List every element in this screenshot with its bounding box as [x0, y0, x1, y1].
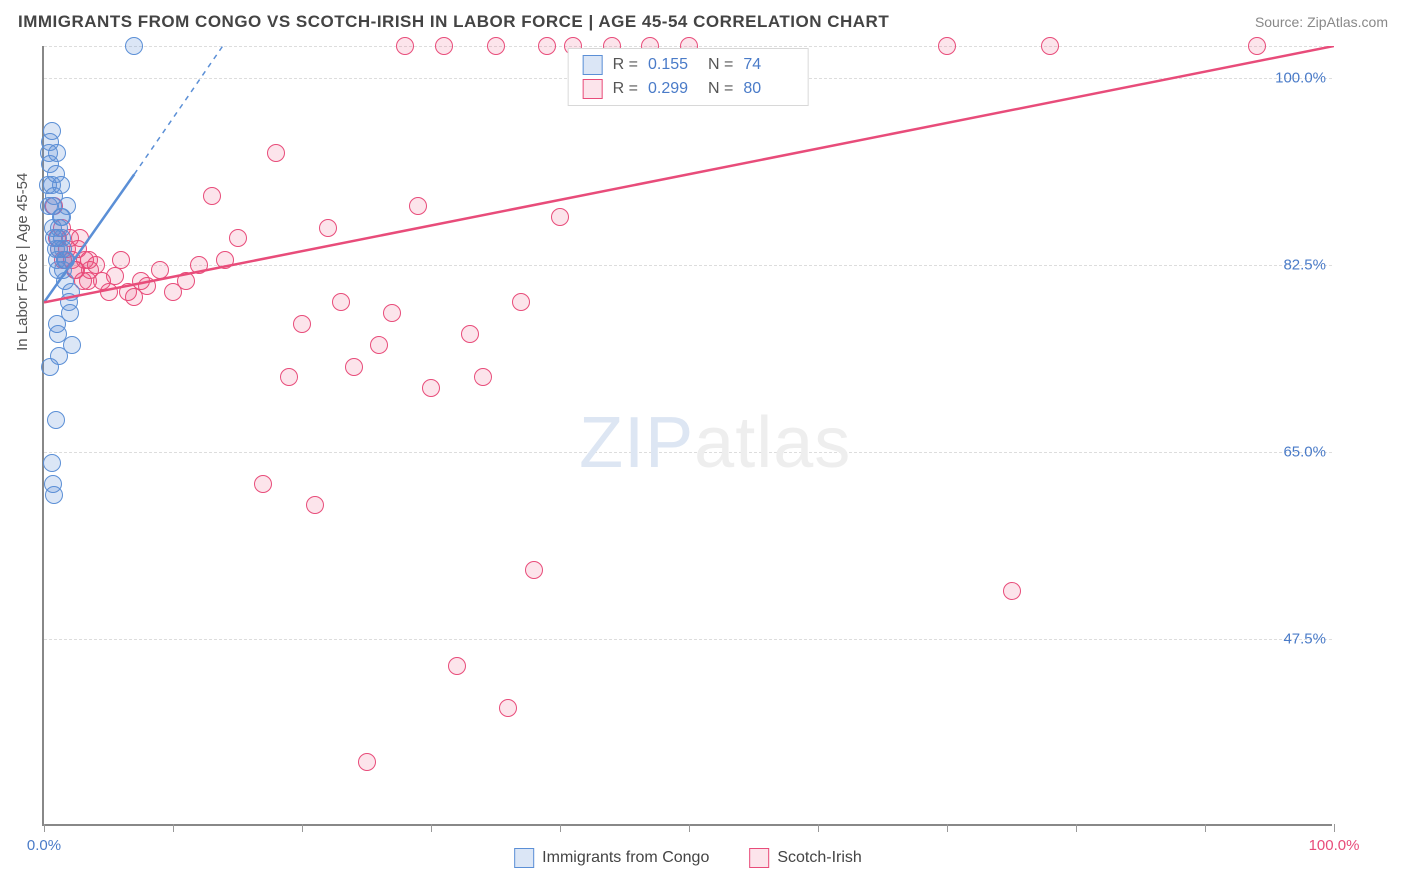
scatter-point-series2	[474, 368, 492, 386]
x-tick	[44, 824, 45, 832]
legend-item: Immigrants from Congo	[514, 848, 709, 868]
scatter-point-series1	[43, 454, 61, 472]
scatter-point-series2	[551, 208, 569, 226]
x-tick	[1205, 824, 1206, 832]
scatter-point-series2	[216, 251, 234, 269]
x-tick	[1076, 824, 1077, 832]
scatter-point-series2	[525, 561, 543, 579]
scatter-points	[44, 46, 1332, 824]
scatter-point-series2	[499, 699, 517, 717]
scatter-point-series2	[106, 267, 124, 285]
scatter-point-series1	[45, 486, 63, 504]
scatter-point-series2	[358, 753, 376, 771]
scatter-point-series2	[383, 304, 401, 322]
scatter-point-series1	[47, 411, 65, 429]
scatter-point-series2	[938, 37, 956, 55]
scatter-point-series2	[409, 197, 427, 215]
legend-swatch	[583, 79, 603, 99]
stat-n-value: 80	[743, 80, 793, 98]
stat-n-label: N =	[708, 80, 733, 98]
plot-area: ZIPatlas 47.5%65.0%82.5%100.0% 0.0%100.0…	[42, 46, 1332, 826]
stat-r-value: 0.299	[648, 80, 698, 98]
scatter-point-series2	[71, 229, 89, 247]
stat-r-value: 0.155	[648, 56, 698, 74]
scatter-point-series2	[422, 379, 440, 397]
x-tick	[818, 824, 819, 832]
scatter-point-series2	[254, 475, 272, 493]
x-tick	[1334, 824, 1335, 832]
series-legend: Immigrants from Congo Scotch-Irish	[514, 848, 862, 868]
scatter-point-series2	[138, 277, 156, 295]
legend-label: Immigrants from Congo	[542, 849, 709, 867]
scatter-point-series2	[345, 358, 363, 376]
scatter-point-series2	[1041, 37, 1059, 55]
scatter-point-series1	[50, 347, 68, 365]
stat-legend: R = 0.155 N = 74 R = 0.299 N = 80	[568, 48, 809, 106]
scatter-point-series2	[100, 283, 118, 301]
stat-legend-row: R = 0.155 N = 74	[569, 53, 808, 77]
legend-swatch	[583, 55, 603, 75]
y-axis-label: In Labor Force | Age 45-54	[14, 173, 31, 351]
x-tick	[173, 824, 174, 832]
scatter-point-series2	[280, 368, 298, 386]
scatter-point-series2	[319, 219, 337, 237]
x-tick	[431, 824, 432, 832]
scatter-point-series2	[461, 325, 479, 343]
scatter-point-series2	[267, 144, 285, 162]
stat-r-label: R =	[613, 80, 638, 98]
scatter-point-series1	[52, 208, 70, 226]
scatter-point-series2	[229, 229, 247, 247]
scatter-point-series2	[1003, 582, 1021, 600]
legend-swatch	[749, 848, 769, 868]
scatter-point-series2	[203, 187, 221, 205]
x-tick	[689, 824, 690, 832]
stat-n-label: N =	[708, 56, 733, 74]
scatter-point-series1	[56, 251, 74, 269]
x-tick	[947, 824, 948, 832]
scatter-point-series1	[125, 37, 143, 55]
x-tick	[560, 824, 561, 832]
scatter-point-series1	[62, 283, 80, 301]
scatter-point-series2	[151, 261, 169, 279]
scatter-point-series2	[332, 293, 350, 311]
scatter-point-series2	[190, 256, 208, 274]
scatter-point-series1	[43, 176, 61, 194]
scatter-point-series2	[538, 37, 556, 55]
source-attribution: Source: ZipAtlas.com	[1255, 14, 1388, 30]
scatter-point-series2	[512, 293, 530, 311]
scatter-point-series2	[396, 37, 414, 55]
legend-swatch	[514, 848, 534, 868]
legend-label: Scotch-Irish	[777, 849, 861, 867]
x-tick	[302, 824, 303, 832]
legend-item: Scotch-Irish	[749, 848, 861, 868]
scatter-point-series2	[293, 315, 311, 333]
stat-n-value: 74	[743, 56, 793, 74]
scatter-point-series2	[370, 336, 388, 354]
scatter-point-series2	[177, 272, 195, 290]
scatter-point-series2	[487, 37, 505, 55]
x-tick-label: 0.0%	[27, 837, 61, 854]
scatter-point-series2	[448, 657, 466, 675]
stat-legend-row: R = 0.299 N = 80	[569, 77, 808, 101]
scatter-point-series2	[306, 496, 324, 514]
chart-title: IMMIGRANTS FROM CONGO VS SCOTCH-IRISH IN…	[18, 12, 889, 32]
x-tick-label: 100.0%	[1309, 837, 1360, 854]
scatter-point-series2	[112, 251, 130, 269]
stat-r-label: R =	[613, 56, 638, 74]
scatter-point-series2	[1248, 37, 1266, 55]
scatter-point-series2	[435, 37, 453, 55]
